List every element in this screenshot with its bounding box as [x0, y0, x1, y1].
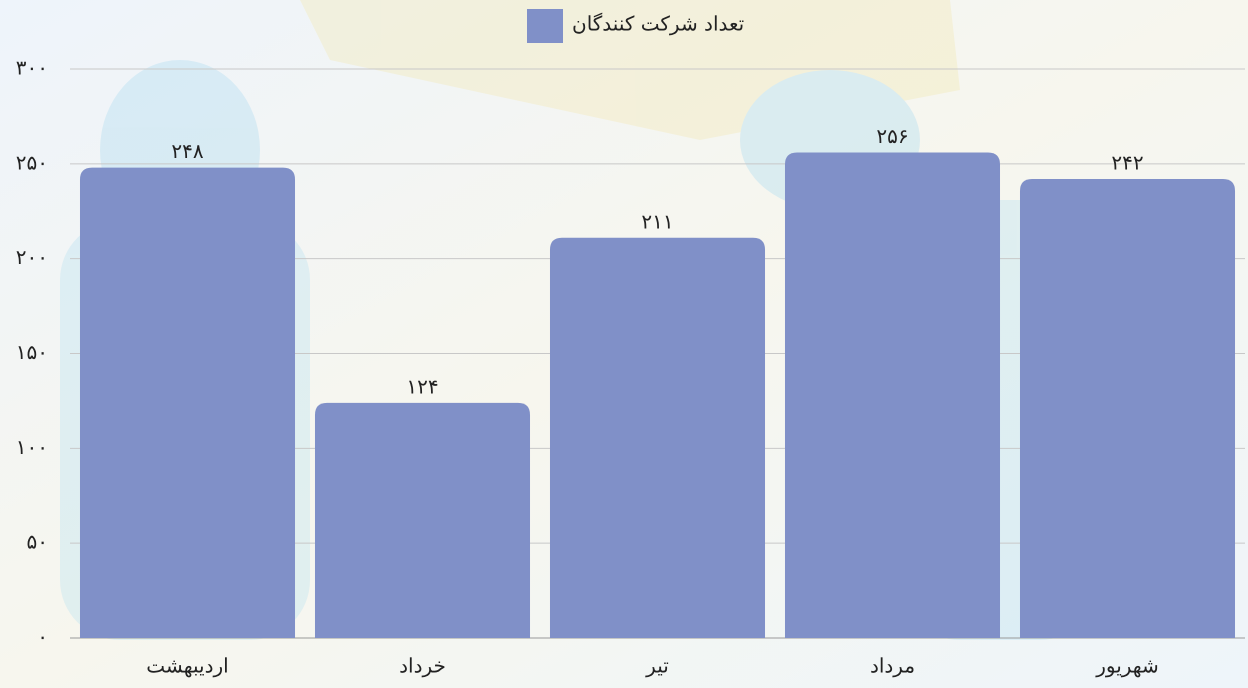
- bar: [1020, 179, 1235, 638]
- x-tick-label: تیر: [645, 654, 669, 678]
- bar: [80, 168, 295, 638]
- y-tick-label: ۳۰۰: [16, 56, 48, 80]
- y-tick-label: ۲۵۰: [16, 150, 48, 174]
- bar: [550, 238, 765, 638]
- y-tick-label: ۲۰۰: [16, 245, 48, 269]
- x-tick-label: مرداد: [870, 654, 915, 678]
- y-tick-label: ۰: [37, 625, 48, 649]
- legend-swatch: [527, 9, 563, 43]
- data-label: ۲۵۶: [876, 124, 908, 148]
- data-label: ۱۲۴: [406, 374, 438, 398]
- x-tick-label: شهریور: [1095, 654, 1159, 678]
- data-label: ۲۱۱: [641, 209, 673, 233]
- legend-label: تعداد شرکت کنندگان: [572, 12, 744, 36]
- y-tick-label: ۵۰: [27, 530, 48, 554]
- x-tick-label: خرداد: [399, 654, 446, 678]
- bar: [785, 152, 1000, 638]
- data-label: ۲۴۲: [1111, 151, 1143, 175]
- y-tick-label: ۱۵۰: [16, 340, 48, 364]
- bar: [315, 403, 530, 638]
- x-tick-label: اردیبهشت: [146, 654, 228, 678]
- chart: تعداد شرکت کنندگان ۰ ۵۰ ۱۰۰ ۱۵۰ ۲۰۰ ۲۵۰ ۳۰۰ ارد…: [0, 0, 1248, 688]
- data-label: ۲۴۸: [171, 139, 203, 163]
- y-tick-label: ۱۰۰: [16, 435, 48, 459]
